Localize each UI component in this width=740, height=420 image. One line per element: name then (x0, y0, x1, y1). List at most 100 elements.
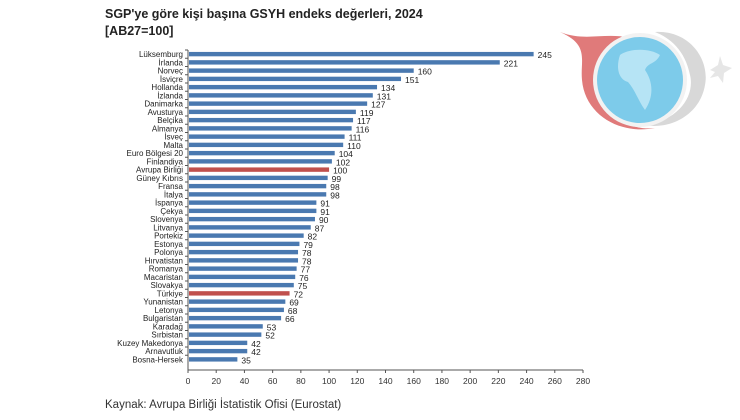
x-tick-label: 160 (407, 376, 421, 386)
data-label: 221 (504, 58, 518, 68)
category-label: Karadağ (153, 322, 183, 331)
category-label: Fransa (158, 182, 183, 191)
category-label: Malta (163, 141, 183, 150)
data-label: 117 (357, 116, 371, 126)
bar (189, 315, 282, 321)
data-label: 78 (302, 256, 312, 266)
category-label: Almanya (152, 124, 184, 133)
data-label: 102 (336, 157, 350, 167)
data-label: 53 (267, 322, 277, 332)
bar (189, 266, 297, 271)
data-label: 68 (288, 306, 298, 316)
category-label: İsviçre (160, 75, 184, 84)
category-label: Finlandiya (147, 157, 184, 166)
data-label: 35 (241, 355, 251, 365)
x-tick-label: 140 (378, 376, 392, 386)
source-note: Kaynak: Avrupa Birliği İstatistik Ofisi … (105, 399, 342, 411)
data-label: 42 (251, 339, 261, 349)
x-tick-label: 0 (186, 376, 191, 386)
x-tick-label: 220 (491, 376, 505, 386)
bar (189, 291, 290, 296)
bar (189, 150, 335, 156)
data-label: 75 (298, 281, 308, 291)
bar (189, 167, 330, 172)
chart-title: SGP'ye göre kişi başına GSYH endeks değe… (105, 7, 423, 21)
bar (189, 134, 345, 139)
data-label: 87 (315, 223, 325, 233)
data-label: 77 (301, 265, 311, 275)
bar (189, 93, 373, 98)
data-label: 104 (339, 149, 353, 159)
x-tick-label: 200 (463, 376, 477, 386)
category-label: Lüksemburg (139, 50, 183, 59)
bar (189, 84, 378, 90)
data-label: 69 (289, 298, 299, 308)
data-label: 79 (303, 240, 313, 250)
data-label: 116 (356, 124, 370, 134)
x-tick-label: 120 (350, 376, 364, 386)
bar (189, 249, 299, 255)
bar (189, 225, 311, 230)
bar (189, 101, 368, 106)
x-tick-label: 260 (548, 376, 562, 386)
bar (189, 208, 317, 214)
category-label: Çekya (160, 207, 183, 216)
data-label: 245 (538, 50, 552, 60)
data-label: 99 (332, 174, 342, 184)
bar (189, 76, 402, 82)
data-label: 72 (294, 289, 304, 299)
category-label: Avusturya (148, 108, 184, 117)
category-label: Yunanistan (143, 298, 183, 307)
category-label: İrlanda (159, 58, 184, 67)
category-label: Macaristan (144, 273, 183, 282)
data-label: 66 (285, 314, 295, 324)
data-label: 98 (330, 182, 340, 192)
category-label: Danimarka (144, 100, 183, 109)
data-label: 91 (320, 199, 330, 209)
category-label: Letonya (155, 306, 184, 315)
bar (189, 159, 332, 164)
bar (189, 241, 300, 247)
bar (189, 109, 356, 115)
category-label: İsveç (164, 133, 183, 142)
globe-crescent-logo (560, 31, 732, 130)
bar (189, 68, 414, 73)
bar (189, 324, 263, 329)
category-label: Bosna-Hersek (132, 355, 184, 364)
category-label: İzlanda (157, 91, 183, 100)
bar (189, 142, 344, 148)
data-label: 151 (405, 75, 419, 85)
data-label: 42 (251, 347, 261, 357)
bar (189, 307, 284, 313)
bar (189, 117, 354, 123)
bar (189, 233, 304, 238)
data-label: 78 (302, 248, 312, 258)
data-label: 52 (265, 331, 275, 341)
bar (189, 258, 299, 263)
category-label: Romanya (149, 265, 184, 274)
category-label: Estonya (154, 240, 183, 249)
bar (189, 200, 317, 205)
category-label: Polonya (154, 248, 183, 257)
category-label: Norveç (158, 67, 183, 76)
bar (189, 282, 294, 288)
category-label: Hırvatistan (145, 256, 183, 265)
data-label: 82 (308, 232, 318, 242)
data-label: 131 (377, 91, 391, 101)
data-label: 90 (319, 215, 329, 225)
bar (189, 340, 248, 346)
bar (189, 51, 534, 57)
bar (189, 126, 352, 131)
data-label: 76 (299, 273, 309, 283)
category-label: Portekiz (154, 232, 183, 241)
data-label: 134 (381, 83, 395, 93)
category-label: Slovenya (150, 215, 183, 224)
data-label: 100 (333, 166, 347, 176)
x-tick-label: 240 (519, 376, 533, 386)
data-label: 119 (360, 108, 374, 118)
bar (189, 183, 327, 189)
x-tick-label: 80 (296, 376, 306, 386)
bar (189, 175, 328, 181)
category-label: Arnavutluk (145, 347, 184, 356)
data-label: 91 (320, 207, 330, 217)
